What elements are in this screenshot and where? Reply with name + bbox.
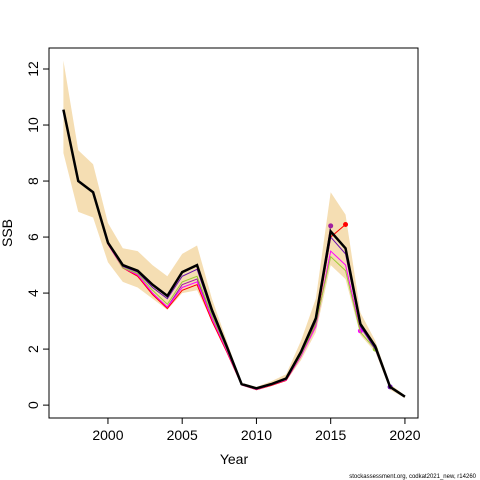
y-tick-label: 6 — [25, 233, 41, 241]
x-axis-label: Year — [220, 451, 249, 467]
y-axis-label: SSB — [0, 219, 15, 247]
x-tick-label: 2020 — [389, 427, 420, 443]
y-tick-label: 0 — [25, 401, 41, 409]
footnote: stockassessment.org, codkat2021_new, r14… — [349, 474, 476, 480]
x-tick-label: 2005 — [167, 427, 198, 443]
y-tick-label: 4 — [25, 289, 41, 297]
confidence-band — [63, 60, 405, 399]
y-tick-label: 10 — [25, 117, 41, 133]
plot-frame — [48, 47, 419, 419]
y-tick-label: 8 — [25, 177, 41, 185]
x-tick-label: 2010 — [241, 427, 272, 443]
y-tick-label: 12 — [25, 61, 41, 77]
x-tick-label: 2015 — [315, 427, 346, 443]
end-point — [328, 223, 334, 229]
x-tick-label: 2000 — [92, 427, 123, 443]
end-point — [343, 221, 349, 227]
series-line — [62, 109, 406, 398]
y-tick-label: 2 — [25, 345, 41, 353]
